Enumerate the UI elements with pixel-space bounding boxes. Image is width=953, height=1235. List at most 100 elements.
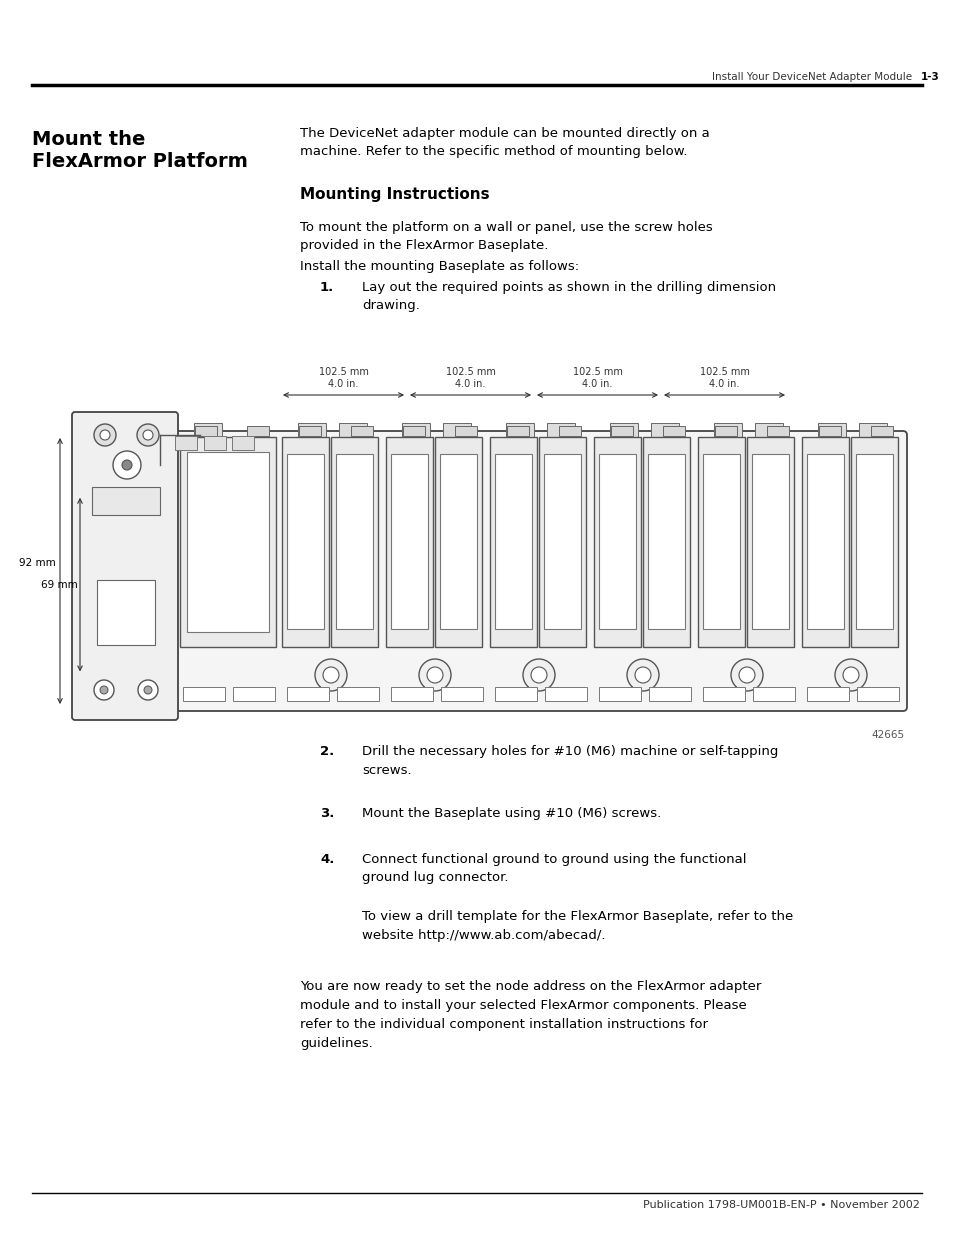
Bar xyxy=(855,454,892,629)
Circle shape xyxy=(137,424,159,446)
Bar xyxy=(298,426,320,436)
Text: Mounting Instructions: Mounting Instructions xyxy=(299,186,489,203)
Bar xyxy=(287,454,324,629)
Bar xyxy=(336,687,378,701)
Text: Install the mounting Baseplate as follows:: Install the mounting Baseplate as follow… xyxy=(299,261,578,273)
Bar xyxy=(870,426,892,436)
Bar xyxy=(598,687,640,701)
Bar xyxy=(817,424,844,437)
Bar xyxy=(755,424,782,437)
Bar xyxy=(402,426,424,436)
Text: 1.: 1. xyxy=(319,282,334,294)
Bar xyxy=(702,454,740,629)
Text: The DeviceNet adapter module can be mounted directly on a
machine. Refer to the : The DeviceNet adapter module can be moun… xyxy=(299,127,709,158)
Text: 69 mm: 69 mm xyxy=(41,579,78,589)
Bar xyxy=(859,424,886,437)
Bar xyxy=(538,437,585,647)
Circle shape xyxy=(314,659,347,692)
Bar xyxy=(713,424,740,437)
Bar xyxy=(648,687,690,701)
Bar xyxy=(391,687,433,701)
Text: To view a drill template for the FlexArmor Baseplate, refer to the
website http:: To view a drill template for the FlexArm… xyxy=(361,910,792,941)
Bar xyxy=(505,424,533,437)
Circle shape xyxy=(122,459,132,471)
Text: 92 mm: 92 mm xyxy=(19,558,56,568)
Text: 2.: 2. xyxy=(319,745,334,758)
Bar xyxy=(490,437,537,647)
Bar xyxy=(455,426,476,436)
Bar xyxy=(401,424,429,437)
Bar xyxy=(662,426,684,436)
Circle shape xyxy=(143,430,152,440)
Bar xyxy=(506,426,529,436)
Text: 1-3: 1-3 xyxy=(921,72,939,82)
Text: 102.5 mm
4.0 in.: 102.5 mm 4.0 in. xyxy=(572,367,621,389)
Bar xyxy=(647,454,684,629)
Text: Connect functional ground to ground using the functional
ground lug connector.: Connect functional ground to ground usin… xyxy=(361,853,745,884)
Circle shape xyxy=(100,430,110,440)
Bar xyxy=(495,454,532,629)
Circle shape xyxy=(739,667,754,683)
Circle shape xyxy=(842,667,858,683)
Bar xyxy=(610,426,633,436)
Bar xyxy=(594,437,640,647)
Bar xyxy=(702,687,744,701)
Bar xyxy=(183,687,225,701)
Bar xyxy=(193,424,221,437)
Bar xyxy=(806,687,848,701)
Bar xyxy=(698,437,744,647)
Circle shape xyxy=(522,659,555,692)
Bar xyxy=(282,437,329,647)
Bar xyxy=(174,436,196,450)
Bar xyxy=(297,424,325,437)
Bar xyxy=(543,454,580,629)
Text: 102.5 mm
4.0 in.: 102.5 mm 4.0 in. xyxy=(699,367,749,389)
Circle shape xyxy=(730,659,762,692)
Bar xyxy=(558,426,580,436)
FancyBboxPatch shape xyxy=(171,431,906,711)
Bar xyxy=(339,424,367,437)
Bar xyxy=(204,436,226,450)
Bar xyxy=(752,687,794,701)
Text: Lay out the required points as shown in the drilling dimension
drawing.: Lay out the required points as shown in … xyxy=(361,282,776,312)
Text: To mount the platform on a wall or panel, use the screw holes
provided in the Fl: To mount the platform on a wall or panel… xyxy=(299,221,712,252)
Bar xyxy=(801,437,848,647)
Text: 3.: 3. xyxy=(319,806,334,820)
Bar xyxy=(439,454,476,629)
Bar xyxy=(806,454,843,629)
Bar xyxy=(766,426,788,436)
Bar xyxy=(247,426,269,436)
Bar xyxy=(609,424,637,437)
Circle shape xyxy=(635,667,650,683)
Bar xyxy=(547,424,575,437)
Bar xyxy=(751,454,788,629)
Bar xyxy=(856,687,898,701)
Text: Install Your DeviceNet Adapter Module: Install Your DeviceNet Adapter Module xyxy=(711,72,911,82)
Text: FlexArmor Platform: FlexArmor Platform xyxy=(32,152,248,170)
Bar xyxy=(351,426,373,436)
FancyBboxPatch shape xyxy=(71,412,178,720)
Bar xyxy=(391,454,428,629)
Bar xyxy=(91,487,160,515)
Circle shape xyxy=(94,424,116,446)
Text: 102.5 mm
4.0 in.: 102.5 mm 4.0 in. xyxy=(445,367,495,389)
Bar xyxy=(818,426,841,436)
Bar xyxy=(232,436,253,450)
Text: 102.5 mm
4.0 in.: 102.5 mm 4.0 in. xyxy=(318,367,368,389)
Circle shape xyxy=(112,451,141,479)
Circle shape xyxy=(626,659,659,692)
Bar xyxy=(187,452,269,632)
Bar xyxy=(443,424,471,437)
Circle shape xyxy=(531,667,546,683)
Bar xyxy=(331,437,377,647)
Circle shape xyxy=(94,680,113,700)
Bar xyxy=(233,687,274,701)
Bar xyxy=(651,424,679,437)
Bar xyxy=(435,437,481,647)
Bar xyxy=(746,437,793,647)
Bar xyxy=(180,437,275,647)
Text: Drill the necessary holes for #10 (M6) machine or self-tapping
screws.: Drill the necessary holes for #10 (M6) m… xyxy=(361,745,778,777)
Bar xyxy=(97,580,154,645)
Circle shape xyxy=(144,685,152,694)
Text: You are now ready to set the node address on the FlexArmor adapter
module and to: You are now ready to set the node addres… xyxy=(299,981,760,1050)
